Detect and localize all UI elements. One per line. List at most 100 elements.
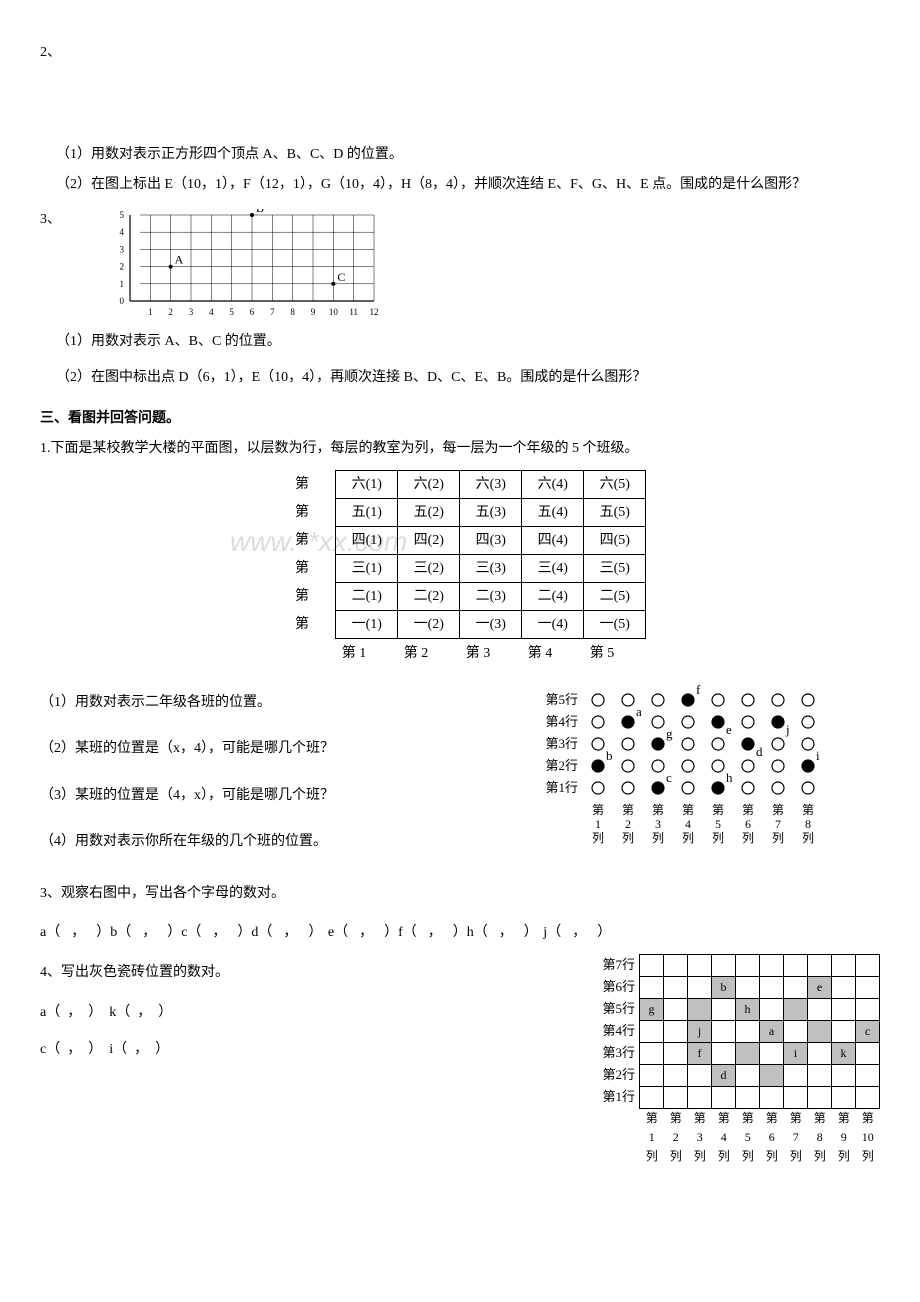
svg-text:列: 列 [802, 831, 814, 845]
dots-diagram: 第5行f第4行aej第3行gd第2行bi第1行ch第1列第2列第3列第4列第5列… [540, 684, 880, 884]
q4-line2: c（ ， ） i（ ， ） [40, 1039, 594, 1061]
letter-blanks: a（ ， ）b（ ， ）c（ ， ）d（ ， ） e（ ， ）f（ ， ）h（ … [40, 922, 880, 944]
building-cell: 一(3) [460, 611, 522, 639]
building-cell: 四(1) [336, 527, 398, 555]
building-q4: （4）用数对表示你所在年级的几个班的位置。 [40, 831, 540, 853]
svg-text:f: f [696, 684, 701, 697]
building-cell: 三(5) [584, 555, 646, 583]
svg-text:h: h [726, 770, 733, 785]
svg-text:第: 第 [742, 803, 754, 817]
svg-text:11: 11 [349, 307, 358, 317]
question-3: 3、 123456789101112012345ABC [40, 209, 880, 319]
building-cell: 六(1) [336, 471, 398, 499]
svg-text:8: 8 [805, 817, 811, 831]
svg-text:10: 10 [329, 307, 339, 317]
tile-diagram: 第7行第6行be第5行gh第4行jac第3行fik第2行d第1行第第第第第第第第… [594, 954, 881, 1167]
svg-text:4: 4 [209, 307, 214, 317]
svg-text:2: 2 [168, 307, 173, 317]
svg-text:A: A [175, 252, 184, 266]
svg-text:列: 列 [592, 831, 604, 845]
dots-intro: 3、观察右图中，写出各个字母的数对。 [40, 883, 540, 905]
svg-text:1: 1 [148, 307, 153, 317]
building-cell: 五(5) [584, 499, 646, 527]
svg-text:d: d [756, 744, 763, 759]
svg-text:6: 6 [250, 307, 255, 317]
svg-text:列: 列 [742, 831, 754, 845]
building-cell: 一(5) [584, 611, 646, 639]
svg-text:12: 12 [370, 307, 379, 317]
svg-text:第5行: 第5行 [545, 692, 578, 707]
building-cell: 六(3) [460, 471, 522, 499]
svg-text:b: b [606, 748, 613, 763]
svg-text:1: 1 [120, 279, 125, 289]
q2-sub1: （1）用数对表示正方形四个顶点 A、B、C、D 的位置。 [56, 144, 880, 166]
svg-text:第: 第 [682, 803, 694, 817]
building-cell: 二(3) [460, 583, 522, 611]
building-table: 第六(1)六(2)六(3)六(4)六(5)第五(1)五(2)五(3)五(4)五(… [274, 470, 647, 639]
svg-text:c: c [666, 770, 672, 785]
building-cell: 六(2) [398, 471, 460, 499]
building-cell: 二(2) [398, 583, 460, 611]
svg-text:1: 1 [595, 817, 601, 831]
svg-text:列: 列 [772, 831, 784, 845]
q3-sub1: （1）用数对表示 A、B、C 的位置。 [56, 331, 880, 353]
svg-text:第4行: 第4行 [545, 714, 578, 729]
svg-text:8: 8 [290, 307, 295, 317]
building-cell: 二(1) [336, 583, 398, 611]
building-cell: 五(2) [398, 499, 460, 527]
svg-text:列: 列 [712, 831, 724, 845]
svg-text:5: 5 [229, 307, 234, 317]
building-cell: 六(4) [522, 471, 584, 499]
svg-text:9: 9 [311, 307, 316, 317]
building-cell: 三(4) [522, 555, 584, 583]
building-cell: 一(4) [522, 611, 584, 639]
svg-text:3: 3 [120, 244, 125, 254]
building-q3: （3）某班的位置是（4，x），可能是哪几个班？ [40, 785, 540, 807]
q3-grid-chart: 123456789101112012345ABC [100, 209, 880, 319]
svg-text:5: 5 [120, 210, 125, 220]
svg-text:j: j [785, 722, 790, 737]
svg-text:第: 第 [592, 803, 604, 817]
svg-text:列: 列 [622, 831, 634, 845]
svg-text:第1行: 第1行 [545, 780, 578, 795]
svg-text:列: 列 [682, 831, 694, 845]
q4-line1: a（ ， ） k（ ， ） [40, 1002, 594, 1024]
svg-text:a: a [636, 704, 642, 719]
svg-text:6: 6 [745, 817, 751, 831]
building-cell: 一(1) [336, 611, 398, 639]
building-cell: 四(5) [584, 527, 646, 555]
building-cell: 五(1) [336, 499, 398, 527]
q2-number: 2、 [40, 42, 80, 64]
building-intro: 1.下面是某校教学大楼的平面图，以层数为行，每层的教室为列，每一层为一个年级的 … [40, 438, 880, 460]
svg-text:第: 第 [652, 803, 664, 817]
svg-text:第: 第 [712, 803, 724, 817]
building-cell: 四(2) [398, 527, 460, 555]
q4-intro: 4、写出灰色瓷砖位置的数对。 [40, 962, 594, 984]
q3-sub2: （2）在图中标出点 D（6，1），E（10，4），再顺次连接 B、D、C、E、B… [56, 367, 880, 389]
svg-text:B: B [256, 209, 264, 215]
svg-text:3: 3 [189, 307, 194, 317]
building-cell: 四(3) [460, 527, 522, 555]
svg-text:列: 列 [652, 831, 664, 845]
svg-text:e: e [726, 722, 732, 737]
building-cell: 六(5) [584, 471, 646, 499]
building-cell: 三(3) [460, 555, 522, 583]
svg-text:0: 0 [120, 296, 125, 306]
building-cell: 四(4) [522, 527, 584, 555]
q3-number: 3、 [40, 209, 80, 231]
svg-text:5: 5 [715, 817, 721, 831]
svg-text:2: 2 [625, 817, 631, 831]
svg-text:7: 7 [775, 817, 781, 831]
svg-text:3: 3 [655, 817, 661, 831]
building-cell: 五(4) [522, 499, 584, 527]
building-cell: 二(4) [522, 583, 584, 611]
svg-text:第: 第 [802, 803, 814, 817]
svg-text:第2行: 第2行 [545, 758, 578, 773]
svg-text:第: 第 [772, 803, 784, 817]
building-cell: 五(3) [460, 499, 522, 527]
svg-text:4: 4 [685, 817, 691, 831]
building-cell: 二(5) [584, 583, 646, 611]
svg-text:7: 7 [270, 307, 275, 317]
svg-text:第3行: 第3行 [545, 736, 578, 751]
svg-text:4: 4 [120, 227, 125, 237]
